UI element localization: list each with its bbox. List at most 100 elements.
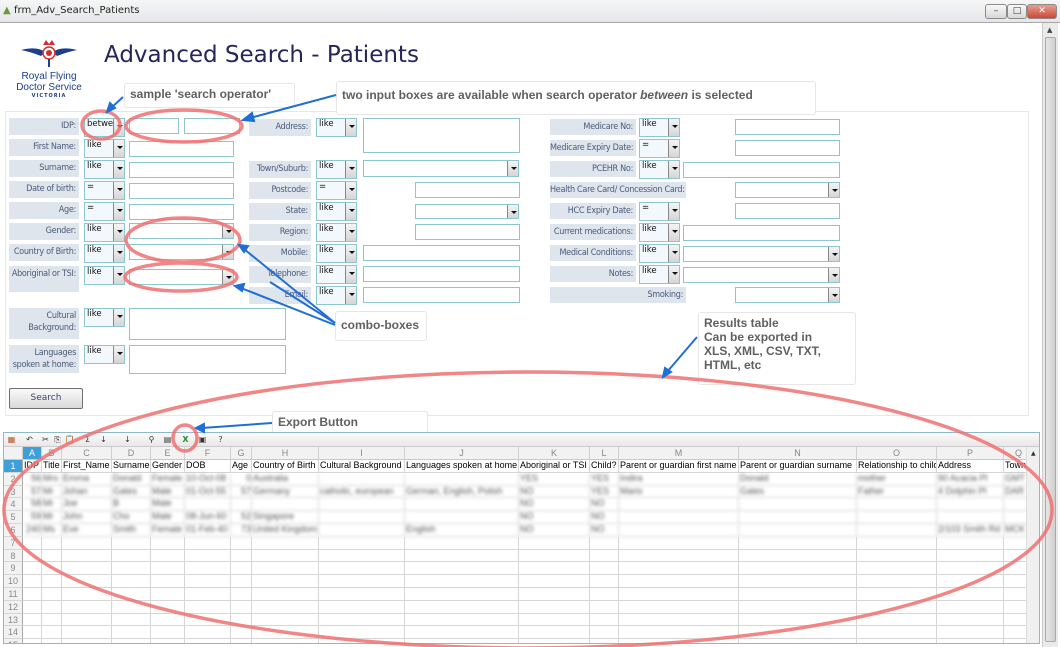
table-cell[interactable] — [405, 511, 519, 524]
table-cell[interactable] — [739, 613, 857, 627]
table-cell[interactable] — [590, 626, 619, 640]
column-header[interactable]: J — [405, 447, 519, 460]
combo-box[interactable] — [735, 287, 840, 303]
table-cell[interactable] — [42, 600, 62, 614]
table-cell[interactable]: YES — [519, 472, 590, 486]
column-title[interactable]: Country of Birth — [252, 460, 319, 473]
table-cell[interactable] — [405, 588, 519, 601]
table-cell[interactable] — [519, 549, 590, 563]
table-cell[interactable] — [405, 600, 519, 614]
text-input[interactable] — [363, 266, 520, 282]
operator-select[interactable]: like — [316, 202, 357, 221]
table-cell[interactable]: Male — [151, 485, 185, 499]
table-cell[interactable] — [23, 549, 42, 563]
operator-select[interactable]: like — [639, 118, 680, 137]
table-cell[interactable] — [319, 472, 405, 486]
row-header[interactable]: 4 — [4, 498, 23, 512]
table-cell[interactable] — [619, 524, 739, 537]
table-cell[interactable] — [857, 549, 937, 563]
operator-select[interactable]: like — [316, 118, 357, 137]
table-cell[interactable]: Mr — [42, 511, 62, 524]
column-header[interactable]: G — [231, 447, 252, 460]
table-cell[interactable] — [619, 588, 739, 601]
column-title[interactable]: DOB — [185, 460, 231, 473]
combo-box[interactable] — [129, 269, 234, 285]
results-spreadsheet[interactable]: ▦ ↶ ✂ ⎘ 📋 Σ ↓ ↓ ⚲ ▤ X ▣? A B C D E F G H I J K L M N O P Q 1 IDP Title… — [3, 432, 1040, 644]
row-header[interactable]: 9 — [4, 562, 23, 576]
chevron-down-icon[interactable] — [113, 119, 124, 136]
table-cell[interactable] — [231, 562, 252, 576]
table-cell[interactable] — [252, 639, 319, 643]
column-title[interactable]: Aboriginal or TSI — [519, 460, 590, 473]
idp-from-input[interactable] — [129, 118, 179, 134]
table-cell[interactable] — [319, 498, 405, 512]
operator-select[interactable]: like — [316, 244, 357, 263]
table-cell[interactable] — [519, 575, 590, 588]
column-title[interactable]: Title — [42, 460, 62, 473]
table-cell[interactable]: NO — [590, 511, 619, 524]
table-cell[interactable] — [739, 562, 857, 576]
column-header[interactable]: C — [62, 447, 112, 460]
row-header[interactable]: 8 — [4, 549, 23, 563]
scroll-thumb[interactable] — [1045, 37, 1056, 642]
window-scrollbar[interactable]: ▲ — [1042, 23, 1058, 647]
table-cell[interactable] — [112, 536, 151, 550]
table-cell[interactable]: B — [112, 498, 151, 512]
table-cell[interactable]: 56 — [23, 472, 42, 486]
operator-select[interactable]: = — [639, 202, 680, 221]
table-cell[interactable] — [23, 575, 42, 588]
row-header[interactable]: 14 — [4, 626, 23, 640]
operator-select[interactable]: like — [84, 345, 125, 364]
table-cell[interactable] — [319, 536, 405, 550]
combo-box[interactable] — [129, 223, 234, 239]
table-cell[interactable] — [252, 562, 319, 576]
table-cell[interactable]: NO — [519, 511, 590, 524]
table-cell[interactable]: Male — [151, 511, 185, 524]
row-header[interactable]: 2 — [4, 472, 23, 486]
table-cell[interactable] — [42, 639, 62, 643]
table-cell[interactable] — [405, 613, 519, 627]
row-header[interactable]: 3 — [4, 485, 23, 499]
chevron-down-icon[interactable] — [222, 270, 233, 284]
table-cell[interactable] — [112, 639, 151, 643]
table-cell[interactable]: John — [62, 511, 112, 524]
operator-select[interactable]: like — [84, 244, 125, 263]
table-cell[interactable] — [231, 613, 252, 627]
table-cell[interactable] — [857, 511, 937, 524]
table-cell[interactable] — [252, 498, 319, 512]
operator-select[interactable]: = — [639, 139, 680, 158]
column-title[interactable]: Parent or guardian surname — [739, 460, 857, 473]
table-cell[interactable] — [151, 575, 185, 588]
column-title[interactable]: Cultural Background — [319, 460, 405, 473]
combo-box[interactable] — [683, 267, 840, 283]
table-cell[interactable] — [185, 588, 231, 601]
row-header[interactable]: 10 — [4, 575, 23, 588]
table-cell[interactable] — [319, 626, 405, 640]
table-cell[interactable] — [112, 613, 151, 627]
column-header[interactable]: A — [23, 447, 42, 460]
table-cell[interactable] — [62, 613, 112, 627]
column-header[interactable]: D — [112, 447, 151, 460]
table-cell[interactable] — [62, 600, 112, 614]
table-cell[interactable] — [857, 588, 937, 601]
chevron-down-icon[interactable] — [668, 245, 679, 262]
chevron-down-icon[interactable] — [113, 140, 124, 157]
table-cell[interactable] — [231, 549, 252, 563]
chevron-down-icon[interactable] — [507, 161, 518, 176]
table-cell[interactable] — [619, 511, 739, 524]
table-cell[interactable]: Emma — [62, 472, 112, 486]
operator-select[interactable]: like — [639, 160, 680, 179]
table-cell[interactable] — [519, 562, 590, 576]
column-title[interactable]: IDP — [23, 460, 42, 473]
table-cell[interactable] — [112, 575, 151, 588]
table-cell[interactable] — [23, 588, 42, 601]
table-cell[interactable]: mother — [857, 472, 937, 486]
operator-select[interactable]: like — [639, 223, 680, 242]
table-cell[interactable] — [937, 511, 1004, 524]
scroll-up-icon[interactable]: ▲ — [1031, 450, 1036, 457]
export-icon[interactable]: X — [182, 435, 189, 444]
table-cell[interactable]: Singapore — [252, 511, 319, 524]
table-cell[interactable]: Male — [151, 498, 185, 512]
table-cell[interactable]: YES — [590, 485, 619, 499]
table-cell[interactable]: German, English, Polish — [405, 485, 519, 499]
